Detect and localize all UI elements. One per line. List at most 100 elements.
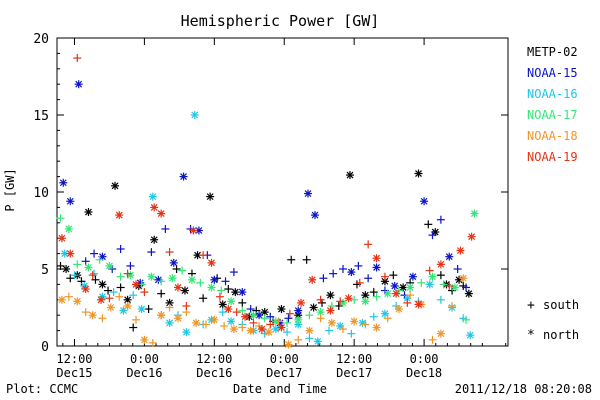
legend-item-noaa-15: NOAA-15 bbox=[527, 66, 578, 80]
south-point bbox=[445, 281, 454, 290]
south-point bbox=[238, 306, 247, 315]
south-point bbox=[104, 286, 113, 295]
north-point bbox=[59, 178, 68, 187]
legend: METP-02 NOAA-15 NOAA-16 NOAA-17 NOAA-18 NOAA-… bbox=[527, 45, 579, 343]
series-noaa-19 bbox=[57, 54, 476, 334]
north-point bbox=[140, 335, 149, 344]
series-noaa-15 bbox=[59, 80, 471, 327]
north-point bbox=[64, 224, 73, 233]
north-point bbox=[284, 340, 293, 349]
north-point bbox=[182, 328, 191, 337]
north-point bbox=[207, 258, 216, 267]
south-point bbox=[249, 318, 258, 327]
north-point bbox=[84, 208, 93, 217]
north-point bbox=[115, 211, 124, 220]
x-tick-label-time: 0:00 bbox=[270, 352, 299, 366]
chart-title: Hemispheric Power [GW] bbox=[181, 12, 380, 30]
north-point bbox=[168, 274, 177, 283]
north-point bbox=[456, 246, 465, 255]
south-point bbox=[126, 261, 135, 270]
north-point bbox=[73, 297, 82, 306]
south-point bbox=[334, 301, 343, 310]
south-point bbox=[246, 305, 255, 314]
south-point bbox=[372, 292, 381, 301]
north-point bbox=[406, 283, 415, 292]
y-tick-label: 15 bbox=[33, 109, 49, 124]
south-point bbox=[157, 289, 166, 298]
south-point bbox=[338, 325, 347, 334]
south-point bbox=[178, 266, 187, 275]
south-point bbox=[147, 248, 156, 257]
north-point bbox=[294, 306, 303, 315]
north-point bbox=[311, 211, 320, 220]
north-point bbox=[66, 197, 75, 206]
south-point bbox=[199, 251, 208, 260]
south-point bbox=[453, 265, 462, 273]
north-point bbox=[361, 297, 370, 306]
north-point bbox=[466, 331, 475, 340]
north-point bbox=[157, 209, 166, 218]
south-point bbox=[336, 297, 345, 306]
north-point bbox=[383, 289, 392, 298]
north-point bbox=[57, 295, 66, 304]
north-point bbox=[344, 294, 353, 303]
north-point bbox=[74, 80, 83, 89]
north-point bbox=[372, 254, 381, 263]
north-point bbox=[277, 323, 286, 332]
north-point bbox=[380, 309, 389, 318]
north-point bbox=[470, 209, 479, 218]
south-point bbox=[417, 278, 426, 287]
south-point bbox=[90, 249, 99, 258]
north-point bbox=[309, 303, 318, 312]
south-point bbox=[157, 277, 166, 286]
south-point bbox=[305, 311, 314, 320]
south-point bbox=[439, 280, 448, 289]
south-point bbox=[305, 334, 314, 343]
north-point bbox=[277, 305, 286, 314]
y-tick-label: 10 bbox=[33, 186, 49, 201]
x-tick-label-time: 12:00 bbox=[196, 352, 232, 366]
south-point bbox=[347, 329, 356, 338]
south-point bbox=[428, 335, 437, 344]
south-point bbox=[364, 240, 373, 249]
south-point bbox=[462, 315, 471, 324]
south-point bbox=[316, 295, 325, 304]
north-point bbox=[227, 317, 236, 326]
legend-item-metp-02: METP-02 bbox=[527, 45, 578, 59]
south-point bbox=[123, 269, 132, 278]
south-point bbox=[132, 315, 141, 324]
south-point bbox=[428, 231, 437, 240]
south-point bbox=[91, 275, 100, 284]
north-point bbox=[304, 189, 313, 198]
north-point bbox=[257, 325, 266, 334]
south-point bbox=[129, 291, 138, 300]
north-point bbox=[464, 289, 473, 298]
south-point bbox=[201, 320, 210, 329]
south-point bbox=[274, 317, 283, 326]
series-noaa-18 bbox=[57, 274, 468, 349]
x-tick-label-date: Dec17 bbox=[336, 366, 372, 380]
south-point bbox=[95, 255, 104, 264]
south-point bbox=[338, 265, 347, 273]
north-point bbox=[80, 281, 89, 290]
south-point bbox=[218, 308, 227, 317]
north-point bbox=[436, 260, 445, 269]
south-point bbox=[424, 220, 433, 229]
north-point bbox=[450, 283, 459, 292]
south-point bbox=[64, 292, 73, 301]
north-point bbox=[326, 291, 335, 300]
south-point bbox=[199, 294, 208, 303]
north-point bbox=[105, 261, 114, 270]
north-point bbox=[238, 288, 247, 297]
north-point bbox=[227, 297, 236, 306]
north-point bbox=[150, 235, 159, 244]
symbol-legend-glyph: * bbox=[527, 328, 535, 343]
south-point bbox=[109, 288, 118, 297]
north-point bbox=[179, 172, 188, 181]
south-point bbox=[215, 292, 224, 301]
series-metp-02 bbox=[56, 169, 473, 332]
south-point bbox=[98, 314, 107, 323]
north-point bbox=[192, 318, 201, 327]
south-point bbox=[436, 215, 445, 224]
